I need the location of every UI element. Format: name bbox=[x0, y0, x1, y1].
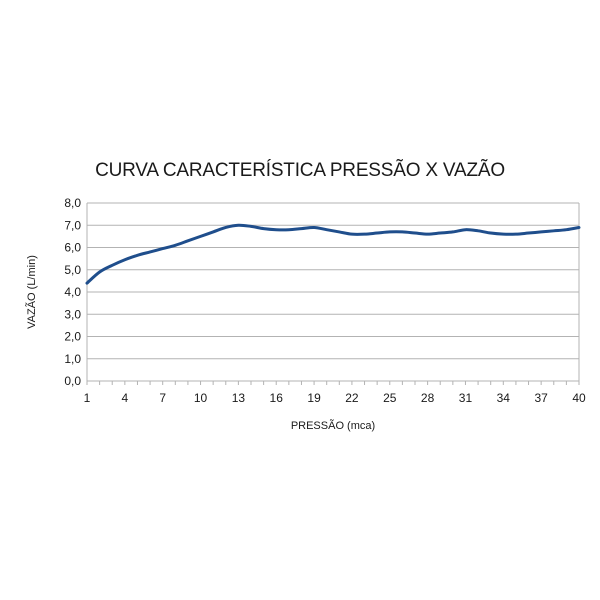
x-tick-label: 13 bbox=[232, 391, 246, 405]
y-axis-label: VAZÃO (L/min) bbox=[25, 255, 38, 329]
y-tick-labels: 0,0 1,0 2,0 3,0 4,0 5,0 6,0 7,0 8,0 bbox=[64, 196, 81, 388]
x-tick-label: 34 bbox=[497, 391, 511, 405]
y-tick-label: 3,0 bbox=[64, 307, 81, 321]
x-tick-label: 10 bbox=[194, 391, 208, 405]
series bbox=[85, 223, 581, 285]
x-tick-label: 1 bbox=[84, 391, 91, 405]
x-tick-label: 7 bbox=[159, 391, 166, 405]
y-tick-label: 7,0 bbox=[64, 218, 81, 232]
x-tick-label: 22 bbox=[345, 391, 359, 405]
y-tick-label: 4,0 bbox=[64, 285, 81, 299]
x-tick-label: 40 bbox=[572, 391, 586, 405]
x-tick-label: 4 bbox=[122, 391, 129, 405]
x-axis-label: PRESSÃO (mca) bbox=[291, 419, 375, 432]
series-line bbox=[85, 223, 581, 285]
y-tick-label: 6,0 bbox=[64, 241, 81, 255]
chart-title: CURVA CARACTERÍSTICA PRESSÃO X VAZÃO bbox=[95, 160, 505, 181]
y-tick-label: 2,0 bbox=[64, 330, 81, 344]
y-tick-label: 5,0 bbox=[64, 263, 81, 277]
y-tick-label: 0,0 bbox=[64, 374, 81, 388]
x-tick-label: 16 bbox=[270, 391, 284, 405]
y-tick-label: 8,0 bbox=[64, 196, 81, 210]
x-tick-label: 25 bbox=[383, 391, 397, 405]
x-tick-label: 31 bbox=[459, 391, 473, 405]
x-tick-label: 37 bbox=[534, 391, 548, 405]
y-tick-label: 1,0 bbox=[64, 352, 81, 366]
x-tick-labels: 1 4 7 10 13 16 19 22 25 28 31 34 37 40 bbox=[84, 391, 586, 405]
axes bbox=[86, 203, 580, 385]
x-tick-label: 28 bbox=[421, 391, 435, 405]
grid-lines bbox=[87, 202, 580, 381]
x-tick-label: 19 bbox=[307, 391, 321, 405]
